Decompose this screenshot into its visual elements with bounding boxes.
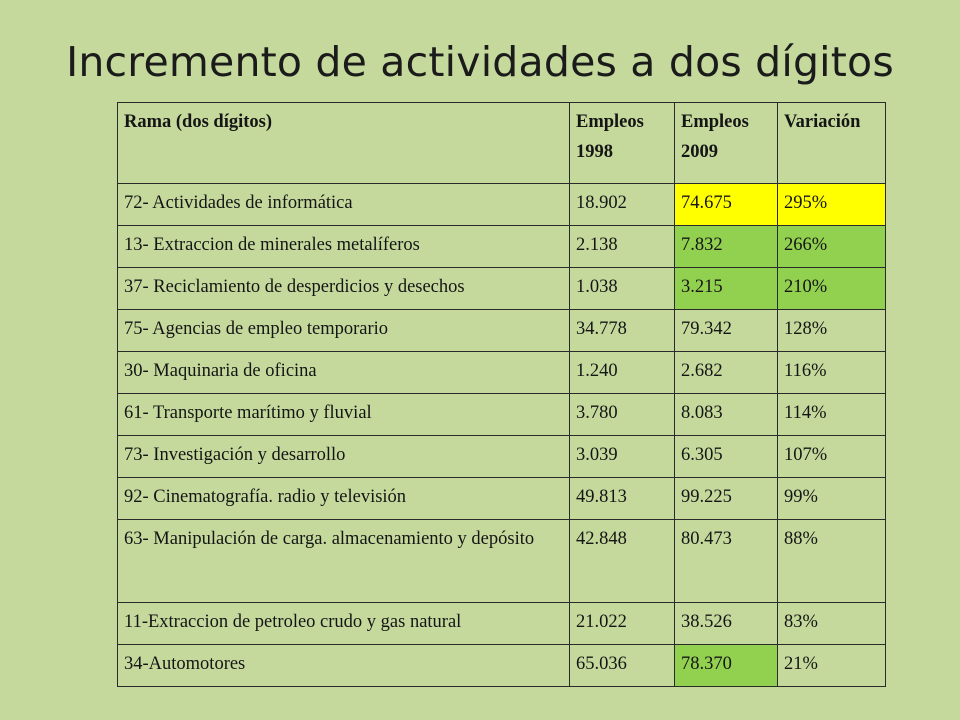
cell-variacion: 99% — [777, 477, 886, 520]
cell-variacion: 83% — [777, 602, 886, 645]
cell-variacion: 116% — [777, 351, 886, 394]
cell-empleos-2009: 74.675 — [674, 183, 778, 226]
table-row: 72- Actividades de informática 18.902 74… — [117, 183, 886, 226]
cell-empleos-1998: 2.138 — [569, 225, 675, 268]
cell-variacion: 295% — [777, 183, 886, 226]
cell-empleos-2009: 80.473 — [674, 519, 778, 603]
cell-variacion: 88% — [777, 519, 886, 603]
cell-variacion: 107% — [777, 435, 886, 478]
cell-rama: 92- Cinematografía. radio y televisión — [117, 477, 570, 520]
cell-rama: 73- Investigación y desarrollo — [117, 435, 570, 478]
cell-empleos-1998: 42.848 — [569, 519, 675, 603]
cell-empleos-2009: 7.832 — [674, 225, 778, 268]
employment-table: Rama (dos dígitos) Empleos 1998 Empleos … — [117, 102, 886, 687]
table-row: 61- Transporte marítimo y fluvial 3.780 … — [117, 393, 886, 436]
table-row: 73- Investigación y desarrollo 3.039 6.3… — [117, 435, 886, 478]
cell-empleos-1998: 1.038 — [569, 267, 675, 310]
slide-title: Incremento de actividades a dos dígitos — [66, 38, 894, 86]
header-empleos-1998: Empleos 1998 — [569, 102, 675, 184]
cell-empleos-1998: 49.813 — [569, 477, 675, 520]
header-variacion: Variación — [777, 102, 886, 184]
cell-variacion: 128% — [777, 309, 886, 352]
cell-rama: 63- Manipulación de carga. almacenamient… — [117, 519, 570, 603]
cell-empleos-2009: 78.370 — [674, 644, 778, 687]
cell-rama: 75- Agencias de empleo temporario — [117, 309, 570, 352]
table-header-row: Rama (dos dígitos) Empleos 1998 Empleos … — [117, 102, 886, 184]
table-row: 30- Maquinaria de oficina 1.240 2.682 11… — [117, 351, 886, 394]
table-row: 13- Extraccion de minerales metalíferos … — [117, 225, 886, 268]
cell-empleos-2009: 8.083 — [674, 393, 778, 436]
cell-variacion: 266% — [777, 225, 886, 268]
table-row: 92- Cinematografía. radio y televisión 4… — [117, 477, 886, 520]
cell-empleos-2009: 99.225 — [674, 477, 778, 520]
table-row: 63- Manipulación de carga. almacenamient… — [117, 519, 886, 603]
cell-variacion: 21% — [777, 644, 886, 687]
table-row: 37- Reciclamiento de desperdicios y dese… — [117, 267, 886, 310]
cell-empleos-2009: 79.342 — [674, 309, 778, 352]
cell-empleos-1998: 3.039 — [569, 435, 675, 478]
cell-empleos-1998: 34.778 — [569, 309, 675, 352]
cell-empleos-2009: 3.215 — [674, 267, 778, 310]
table-row: 34-Automotores 65.036 78.370 21% — [117, 644, 886, 687]
cell-empleos-1998: 21.022 — [569, 602, 675, 645]
cell-rama: 34-Automotores — [117, 644, 570, 687]
header-empleos-2009: Empleos 2009 — [674, 102, 778, 184]
cell-rama: 13- Extraccion de minerales metalíferos — [117, 225, 570, 268]
cell-empleos-2009: 38.526 — [674, 602, 778, 645]
cell-rama: 61- Transporte marítimo y fluvial — [117, 393, 570, 436]
cell-rama: 30- Maquinaria de oficina — [117, 351, 570, 394]
cell-rama: 72- Actividades de informática — [117, 183, 570, 226]
cell-empleos-2009: 2.682 — [674, 351, 778, 394]
header-rama: Rama (dos dígitos) — [117, 102, 570, 184]
table-row: 11-Extraccion de petroleo crudo y gas na… — [117, 602, 886, 645]
cell-empleos-1998: 3.780 — [569, 393, 675, 436]
cell-empleos-2009: 6.305 — [674, 435, 778, 478]
table-row: 75- Agencias de empleo temporario 34.778… — [117, 309, 886, 352]
cell-empleos-1998: 1.240 — [569, 351, 675, 394]
cell-empleos-1998: 18.902 — [569, 183, 675, 226]
cell-variacion: 210% — [777, 267, 886, 310]
cell-variacion: 114% — [777, 393, 886, 436]
cell-empleos-1998: 65.036 — [569, 644, 675, 687]
cell-rama: 37- Reciclamiento de desperdicios y dese… — [117, 267, 570, 310]
cell-rama: 11-Extraccion de petroleo crudo y gas na… — [117, 602, 570, 645]
